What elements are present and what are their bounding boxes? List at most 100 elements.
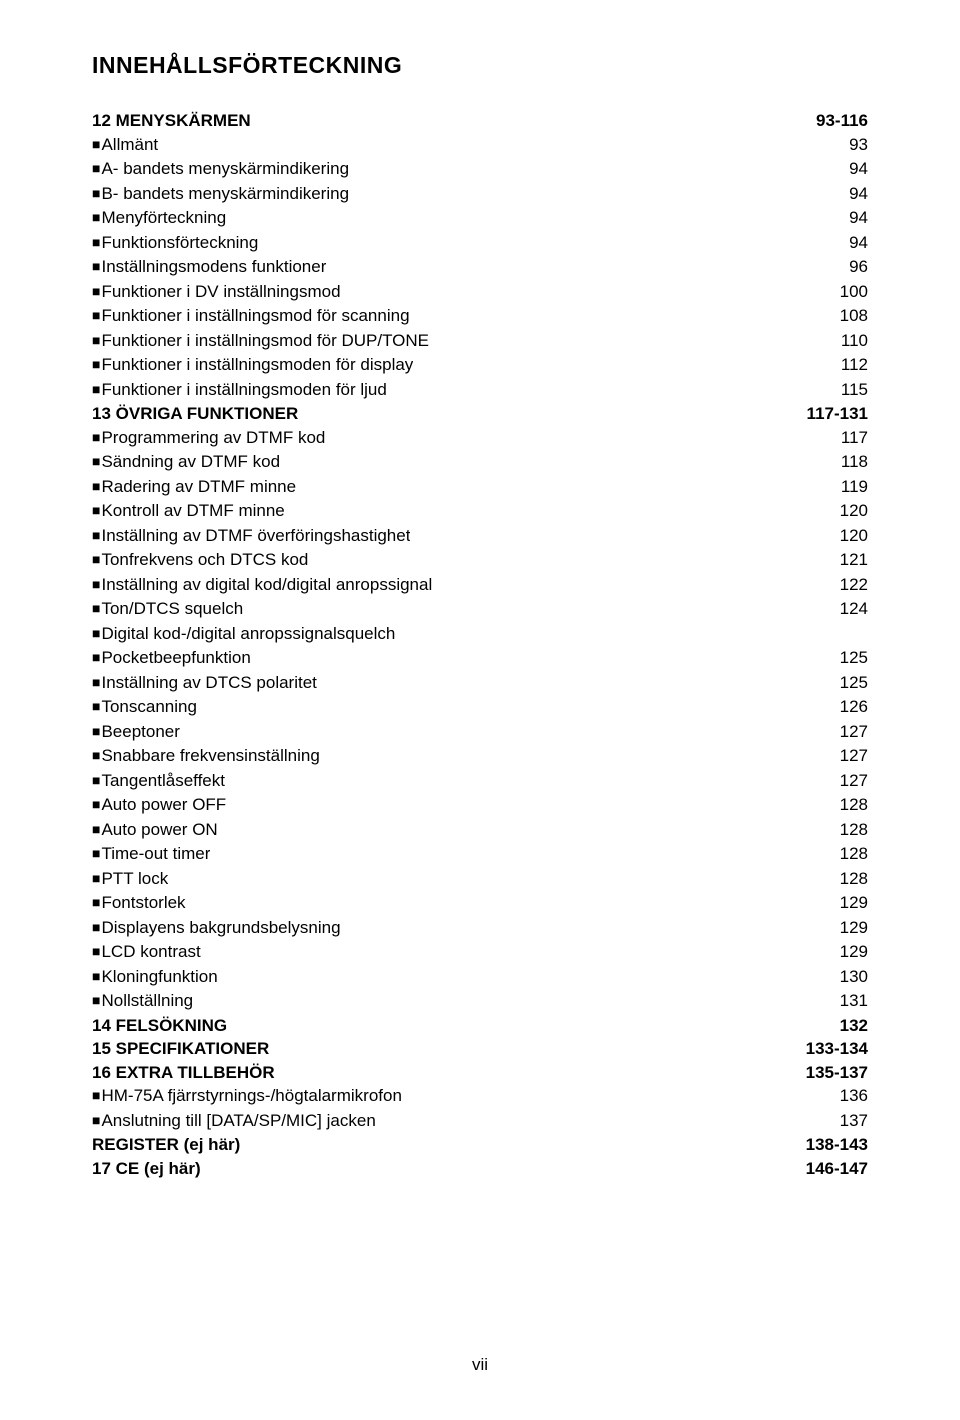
toc-page: 119 <box>829 475 868 499</box>
toc-page: 94 <box>837 206 868 230</box>
toc-row: Allmänt 93 <box>92 133 868 158</box>
toc-row: 16 EXTRA TILLBEHÖR135-137 <box>92 1061 868 1085</box>
toc-row: 12 MENYSKÄRMEN 93-116 <box>92 109 868 133</box>
toc-row: Funktionsförteckning 94 <box>92 231 868 256</box>
toc-row: Kontroll av DTMF minne120 <box>92 499 868 524</box>
toc-row: B- bandets menyskärmindikering94 <box>92 182 868 207</box>
toc-row: Programmering av DTMF kod 117 <box>92 426 868 451</box>
toc-page: 132 <box>828 1014 868 1038</box>
toc-label: Inställning av DTMF överföringshastighet <box>92 524 410 549</box>
page-title: INNEHÅLLSFÖRTECKNING <box>92 52 868 79</box>
toc-page: 96 <box>837 255 868 279</box>
toc-page: 127 <box>828 769 868 793</box>
toc-label: Menyförteckning <box>92 206 226 231</box>
toc-label: B- bandets menyskärmindikering <box>92 182 349 207</box>
toc-label: Nollställning <box>92 989 193 1014</box>
toc-label: Tangentlåseffekt <box>92 769 225 794</box>
toc-row: 15 SPECIFIKATIONER133-134 <box>92 1037 868 1061</box>
toc-row: 17 CE (ej här)146-147 <box>92 1157 868 1181</box>
toc-page: 128 <box>828 842 868 866</box>
toc-row: LCD kontrast129 <box>92 940 868 965</box>
toc-row: 13 ÖVRIGA FUNKTIONER117-131 <box>92 402 868 426</box>
toc-row: Digital kod-/digital anropssignalsquelch <box>92 622 868 647</box>
toc-label: Funktioner i DV inställningsmod <box>92 280 341 305</box>
toc-label: 13 ÖVRIGA FUNKTIONER <box>92 402 298 426</box>
toc-label: PTT lock <box>92 867 168 892</box>
toc-page: 127 <box>828 744 868 768</box>
toc-page: 93 <box>837 133 868 157</box>
toc-label: Funktionsförteckning <box>92 231 258 256</box>
toc-label: Funktioner i inställningsmoden för ljud <box>92 378 387 403</box>
toc-label: Ton/DTCS squelch <box>92 597 243 622</box>
toc-page: 110 <box>829 329 868 353</box>
toc-row: Auto power ON 128 <box>92 818 868 843</box>
toc-row: Auto power OFF128 <box>92 793 868 818</box>
toc-page: 125 <box>828 671 868 695</box>
toc-row: Funktioner i inställningsmoden för ljud 1… <box>92 378 868 403</box>
toc-container: 12 MENYSKÄRMEN 93-116 Allmänt 93 A- bandets … <box>92 109 868 1180</box>
toc-page: 122 <box>828 573 868 597</box>
toc-row: Time-out timer128 <box>92 842 868 867</box>
toc-row: Anslutning till [DATA/SP/MIC] jacken137 <box>92 1109 868 1134</box>
toc-page: 131 <box>828 989 868 1013</box>
toc-page: 128 <box>828 867 868 891</box>
toc-label: 17 CE (ej här) <box>92 1157 201 1181</box>
toc-label: Funktioner i inställningsmoden för displ… <box>92 353 413 378</box>
toc-label: Displayens bakgrundsbelysning <box>92 916 341 941</box>
toc-page: 121 <box>828 548 868 572</box>
toc-label: Pocketbeepfunktion <box>92 646 251 671</box>
toc-page: 136 <box>828 1084 868 1108</box>
toc-page: 135-137 <box>794 1061 868 1085</box>
toc-label: Kloningfunktion <box>92 965 218 990</box>
toc-page: 100 <box>828 280 868 304</box>
toc-page: 125 <box>828 646 868 670</box>
toc-label: Fontstorlek <box>92 891 186 916</box>
toc-row: Tonscanning126 <box>92 695 868 720</box>
toc-page: 127 <box>828 720 868 744</box>
toc-page: 115 <box>829 378 868 402</box>
toc-row: Ton/DTCS squelch 124 <box>92 597 868 622</box>
toc-row: Funktioner i inställningsmod för DUP/TON… <box>92 329 868 354</box>
toc-label: Inställning av digital kod/digital anrop… <box>92 573 432 598</box>
toc-label: Allmänt <box>92 133 158 158</box>
toc-page: 117 <box>829 426 868 450</box>
toc-label: A- bandets menyskärmindikering <box>92 157 349 182</box>
page-footer: vii <box>0 1355 960 1375</box>
toc-row: Inställningsmodens funktioner 96 <box>92 255 868 280</box>
toc-label: Programmering av DTMF kod <box>92 426 325 451</box>
toc-page: 130 <box>828 965 868 989</box>
toc-label: Funktioner i inställningsmod för scannin… <box>92 304 410 329</box>
toc-row: Inställning av DTCS polaritet 125 <box>92 671 868 696</box>
toc-row: Fontstorlek 129 <box>92 891 868 916</box>
toc-page: 128 <box>828 818 868 842</box>
toc-label: Tonfrekvens och DTCS kod <box>92 548 308 573</box>
toc-label: Sändning av DTMF kod <box>92 450 280 475</box>
toc-page: 133-134 <box>794 1037 868 1061</box>
toc-label: Funktioner i inställningsmod för DUP/TON… <box>92 329 429 354</box>
toc-label: Kontroll av DTMF minne <box>92 499 285 524</box>
toc-row: Funktioner i inställningsmoden för displ… <box>92 353 868 378</box>
toc-page: 137 <box>828 1109 868 1133</box>
toc-label: Radering av DTMF minne <box>92 475 296 500</box>
toc-page: 124 <box>828 597 868 621</box>
toc-label: Inställningsmodens funktioner <box>92 255 326 280</box>
toc-row: Tonfrekvens och DTCS kod 121 <box>92 548 868 573</box>
toc-label: LCD kontrast <box>92 940 201 965</box>
toc-row: Inställning av DTMF överföringshastighet… <box>92 524 868 549</box>
toc-label: Inställning av DTCS polaritet <box>92 671 317 696</box>
toc-label: Tonscanning <box>92 695 197 720</box>
toc-row: Menyförteckning 94 <box>92 206 868 231</box>
toc-page: 93-116 <box>804 109 868 133</box>
toc-page: 129 <box>828 891 868 915</box>
toc-row: Kloningfunktion 130 <box>92 965 868 990</box>
toc-page: 129 <box>828 916 868 940</box>
toc-row: 14 FELSÖKNING132 <box>92 1014 868 1038</box>
toc-row: Nollställning 131 <box>92 989 868 1014</box>
toc-page: 120 <box>828 524 868 548</box>
toc-label: 12 MENYSKÄRMEN <box>92 109 251 133</box>
toc-page: 94 <box>837 231 868 255</box>
toc-row: Inställning av digital kod/digital anrop… <box>92 573 868 598</box>
toc-label: Digital kod-/digital anropssignalsquelch <box>92 622 395 647</box>
toc-label: Auto power ON <box>92 818 218 843</box>
toc-row: Radering av DTMF minne 119 <box>92 475 868 500</box>
